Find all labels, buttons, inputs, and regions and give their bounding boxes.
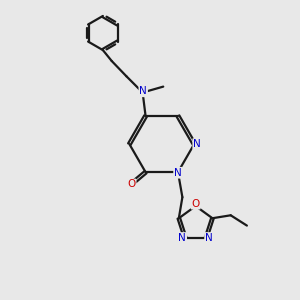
Text: O: O [191, 199, 200, 209]
Text: N: N [193, 139, 201, 149]
Text: N: N [205, 233, 213, 243]
Text: N: N [178, 233, 186, 243]
Text: N: N [140, 86, 147, 96]
Text: O: O [128, 179, 136, 190]
Text: N: N [174, 168, 182, 178]
